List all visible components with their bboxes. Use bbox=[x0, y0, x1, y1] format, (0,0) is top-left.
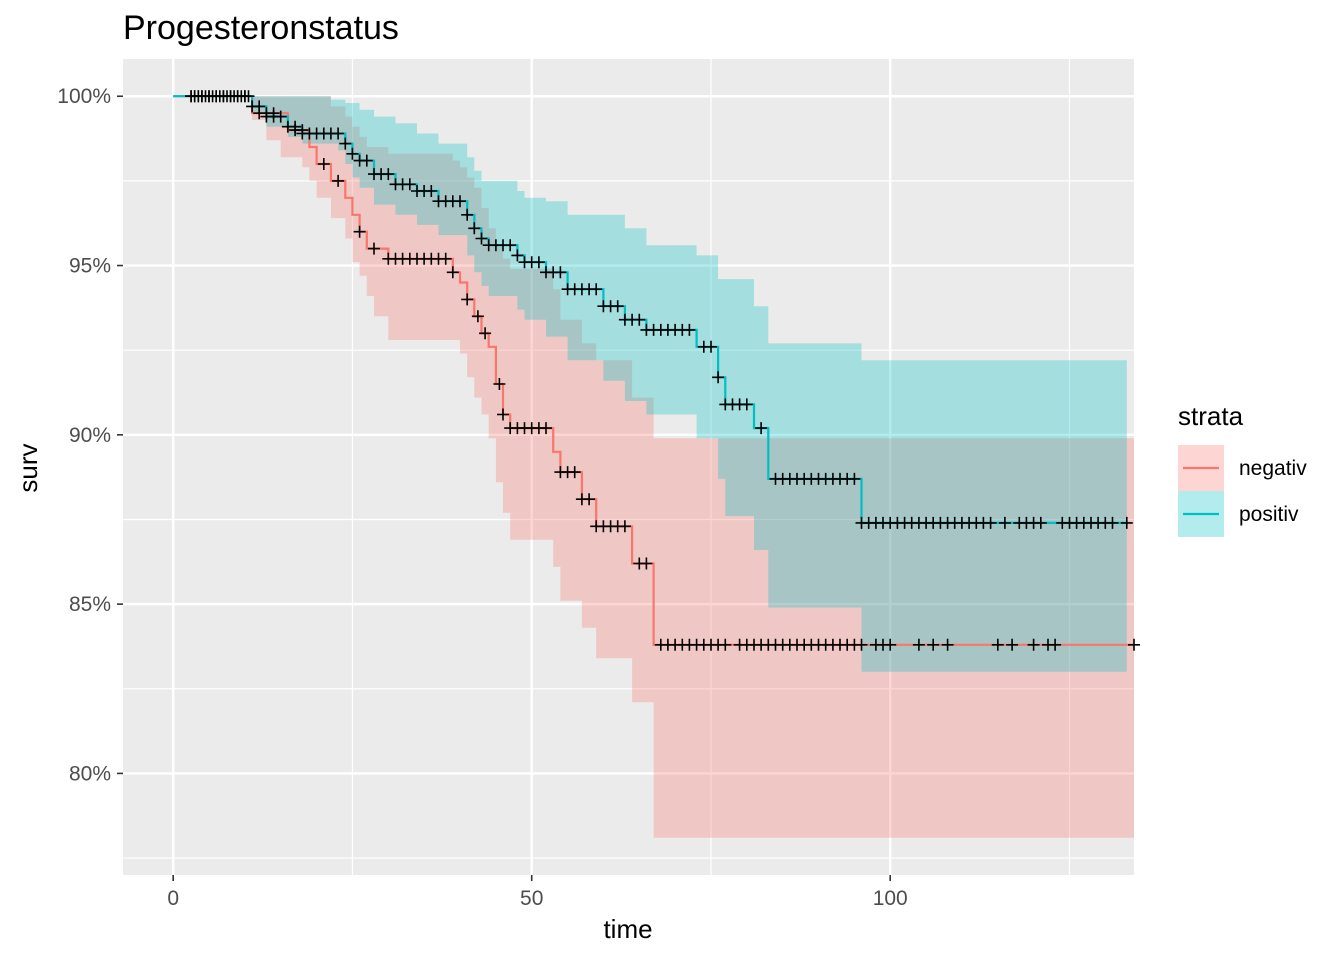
censor-mark-positiv bbox=[705, 340, 717, 353]
axes: 0 50 100 80% 85% 90% 95% 100% bbox=[57, 85, 907, 910]
censor-mark-negativ bbox=[1006, 638, 1019, 651]
censor-mark-positiv bbox=[712, 371, 725, 384]
y-tick-label: 95% bbox=[69, 255, 111, 278]
censor-mark-negativ bbox=[719, 638, 732, 651]
censor-mark-negativ bbox=[1128, 638, 1140, 651]
censor-mark-positiv bbox=[346, 147, 359, 160]
censor-mark-positiv bbox=[611, 300, 624, 313]
legend-label-positiv: positiv bbox=[1239, 503, 1299, 526]
censor-mark-negativ bbox=[1027, 638, 1040, 651]
censor-mark-positiv bbox=[998, 516, 1011, 529]
y-tick-label: 85% bbox=[69, 593, 111, 616]
y-tick-label: 100% bbox=[57, 85, 111, 108]
censor-mark-negativ bbox=[540, 422, 552, 435]
censor-mark-positiv bbox=[382, 168, 395, 181]
censor-mark-negativ bbox=[927, 638, 940, 651]
censor-mark-positiv bbox=[1120, 516, 1133, 529]
censor-mark-positiv bbox=[425, 185, 438, 197]
censor-mark-negativ bbox=[317, 158, 330, 170]
censor-mark-positiv bbox=[1106, 516, 1119, 529]
censor-mark-negativ bbox=[368, 242, 380, 255]
censor-mark-positiv bbox=[242, 90, 255, 103]
censor-mark-positiv bbox=[683, 323, 696, 336]
minor-gridlines bbox=[123, 59, 1134, 875]
legend: strata negativ positiv bbox=[1178, 401, 1307, 537]
x-tick-label: 100 bbox=[873, 887, 908, 910]
censor-mark-positiv bbox=[1034, 516, 1047, 529]
censor-mark-positiv bbox=[468, 222, 481, 235]
censor-mark-positiv bbox=[755, 422, 768, 435]
y-axis-title: surv bbox=[13, 443, 43, 492]
censor-mark-negativ bbox=[493, 378, 506, 390]
censor-mark-positiv bbox=[461, 208, 474, 221]
censor-mark-positiv bbox=[740, 398, 753, 411]
x-tick-label: 50 bbox=[520, 887, 543, 910]
censor-mark-positiv bbox=[511, 249, 524, 262]
censor-mark-negativ bbox=[855, 638, 868, 651]
censor-mark-negativ bbox=[640, 557, 653, 570]
censor-mark-negativ bbox=[439, 252, 452, 265]
censor-mark-negativ bbox=[568, 466, 581, 479]
censor-mark-positiv bbox=[984, 516, 997, 529]
censor-mark-negativ bbox=[618, 520, 631, 533]
censor-mark-negativ bbox=[471, 310, 484, 323]
y-tick-label: 80% bbox=[69, 762, 111, 785]
censor-mark-positiv bbox=[848, 472, 861, 485]
censor-mark-positiv bbox=[475, 232, 488, 245]
x-axis-title: time bbox=[603, 914, 652, 944]
confidence-band-positiv bbox=[173, 96, 1127, 672]
censor-mark-positiv bbox=[274, 110, 287, 123]
confidence-bands bbox=[173, 96, 1134, 838]
censor-mark-negativ bbox=[446, 266, 459, 279]
censor-mark-positiv bbox=[454, 195, 466, 208]
y-tick-label: 90% bbox=[69, 424, 111, 447]
censor-marks bbox=[185, 90, 1140, 651]
censor-mark-negativ bbox=[332, 174, 345, 187]
censor-mark-negativ bbox=[479, 327, 492, 340]
censor-mark-positiv bbox=[289, 120, 302, 133]
censor-mark-negativ bbox=[461, 293, 474, 306]
censor-mark-negativ bbox=[912, 638, 925, 651]
censor-mark-negativ bbox=[583, 493, 596, 506]
censor-mark-positiv bbox=[532, 256, 545, 269]
censor-mark-positiv bbox=[633, 313, 646, 326]
major-gridlines bbox=[123, 59, 1134, 875]
censor-mark-positiv bbox=[360, 154, 373, 167]
censor-mark-positiv bbox=[554, 266, 567, 279]
chart-title: Progesteronstatus bbox=[123, 9, 399, 47]
censor-mark-negativ bbox=[941, 638, 954, 651]
censor-mark-negativ bbox=[991, 638, 1004, 651]
censor-mark-negativ bbox=[353, 225, 366, 238]
legend-title: strata bbox=[1178, 401, 1244, 431]
censor-mark-positiv bbox=[332, 127, 345, 140]
censor-mark-negativ bbox=[497, 408, 509, 421]
legend-label-negativ: negativ bbox=[1239, 457, 1307, 480]
censor-mark-positiv bbox=[504, 239, 517, 252]
censor-mark-positiv bbox=[590, 283, 603, 296]
censor-mark-positiv bbox=[253, 100, 266, 113]
confidence-band-negativ bbox=[173, 96, 1134, 838]
censor-mark-positiv bbox=[339, 137, 352, 150]
censor-mark-negativ bbox=[1049, 638, 1062, 651]
x-tick-label: 0 bbox=[167, 887, 179, 910]
plot-panel bbox=[123, 59, 1134, 875]
censor-mark-negativ bbox=[884, 638, 897, 651]
censor-mark-positiv bbox=[403, 178, 416, 191]
